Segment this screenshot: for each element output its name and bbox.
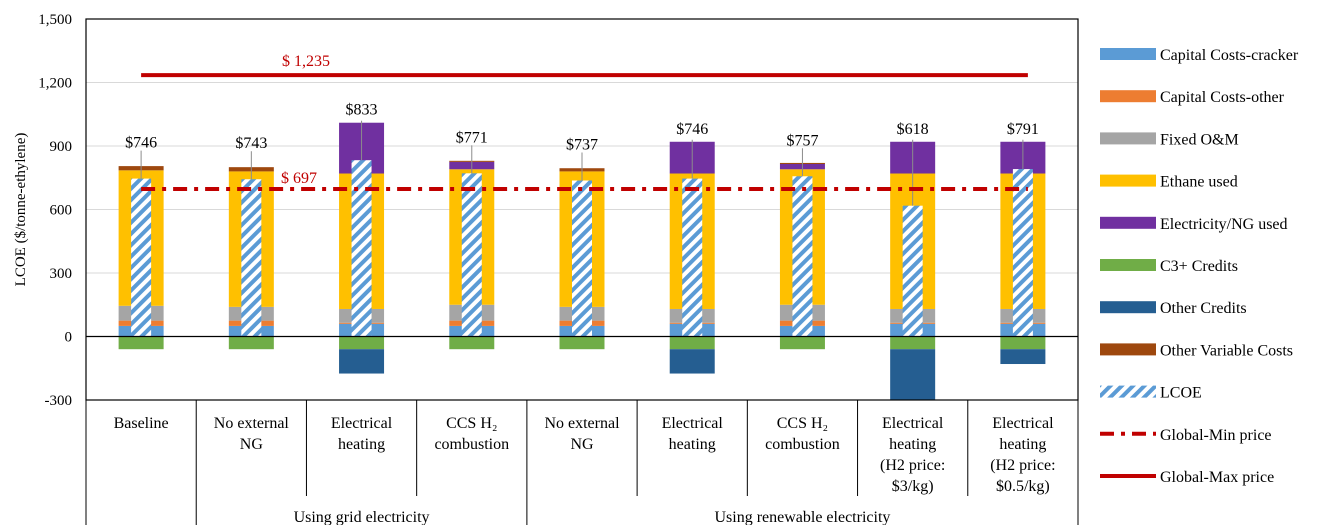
lcoe-data-label: $771 [456,129,488,146]
legend-swatch [1100,132,1156,145]
global-max-label: $ 1,235 [282,53,330,70]
legend-label: Other Credits [1160,300,1247,317]
y-tick-label: 300 [50,266,73,282]
y-tick-label: 1,500 [38,12,72,28]
bar-segment [1000,349,1046,365]
bar-segment [559,336,605,350]
bar-segment [890,336,936,350]
plot-frame [85,18,1079,401]
x-group-label: Using grid electricity [294,509,430,525]
y-axis-title: LCOE ($/tonne-ethylene) [13,133,29,287]
x-category-label: $0.5/kg) [996,478,1050,495]
legend-label: Ethane used [1160,174,1238,191]
lcoe-bar [131,178,152,337]
x-category-label: (H2 price: [880,457,945,474]
x-category-label: heating [889,436,936,453]
legend-swatch [1100,385,1156,398]
axes: -300 0 300 600 900 1,200 1,500 LCOE ($/tonne-et… [13,12,1079,525]
bars [118,120,1046,400]
legend-swatch [1100,216,1156,229]
legend-label: C3+ Credits [1160,258,1238,275]
lcoe-data-label: $743 [235,135,267,152]
lcoe-bar [461,173,482,337]
x-category-label: Electrical [992,415,1054,432]
legend-swatch [1100,301,1156,314]
x-category-label: NG [570,436,594,453]
x-category-label: Baseline [114,415,169,432]
y-tick-label: 600 [50,203,73,219]
x-category-label: Electrical [331,415,393,432]
x-category-label: combustion [765,436,840,453]
global-min-label: $ 697 [281,170,317,187]
legend-swatch [1100,343,1156,356]
lcoe-bar [792,176,813,337]
lcoe-data-label: $737 [566,137,598,154]
legend: Capital Costs-cracker Capital Costs-other… [1100,47,1299,486]
y-tick-label: 1,200 [38,76,72,92]
global-min-label-bg [278,168,326,185]
legend-label: Fixed O&M [1160,131,1239,148]
legend-label: Other Variable Costs [1160,342,1293,359]
lcoe-bar [241,179,262,337]
y-tick-label: 0 [65,330,73,346]
x-category-label: heating [669,436,716,453]
bar-segment [228,336,274,350]
lcoe-data-label: $791 [1007,121,1039,138]
lcoe-bar [572,180,592,337]
x-category-label: NG [240,436,264,453]
x-category-label: (H2 price: [990,457,1055,474]
lcoe-data-label: $746 [676,121,708,138]
lcoe-data-label: $757 [786,132,818,149]
legend-label: Capital Costs-other [1160,89,1285,106]
legend-label: Global-Max price [1160,469,1274,486]
lcoe-bar [351,160,372,337]
x-category-label: $3/kg) [892,478,934,495]
bar-segment [339,336,385,350]
x-category-label: CCS H₂ [777,415,828,432]
legend-swatch [1100,48,1156,60]
x-category-label: Electrical [882,415,944,432]
legend-swatch [1100,174,1156,187]
y-tick-label: 900 [50,139,73,155]
x-group-label: Using renewable electricity [714,509,890,525]
legend-label: LCOE [1160,385,1202,402]
x-category-label: CCS H₂ [446,415,497,432]
x-category-label: Electrical [662,415,724,432]
data-labels: $746 $743 $833 $771 $737 $746 $757 $618 $791 $ 1,… [125,53,1039,187]
y-tick-label: -300 [45,393,73,409]
x-category-label: No external [214,415,290,432]
legend-label: Global-Min price [1160,427,1272,444]
legend-swatch [1100,259,1156,271]
lcoe-data-label: $833 [346,102,378,119]
lcoe-bar [682,178,703,337]
bar-segment [339,349,385,374]
x-category-label: combustion [434,436,509,453]
legend-swatch [1100,90,1156,103]
x-category-label: heating [999,436,1046,453]
lcoe-bar [902,205,923,337]
lcoe-data-label: $618 [897,121,929,138]
x-category-label: heating [338,436,385,453]
bar-segment [890,349,936,400]
bar-segment [449,336,495,350]
bar-segment [779,336,825,350]
lcoe-data-label: $746 [125,135,157,152]
x-category-label: No external [544,415,620,432]
bar-segment [669,336,715,350]
reference-lines [141,73,1028,191]
bar-segment [1000,336,1046,350]
legend-label: Capital Costs-cracker [1160,47,1299,64]
lcoe-bar [1012,169,1033,337]
bar-segment [669,349,715,374]
legend-label: Electricity/NG used [1160,216,1288,233]
bar-segment [118,336,164,350]
